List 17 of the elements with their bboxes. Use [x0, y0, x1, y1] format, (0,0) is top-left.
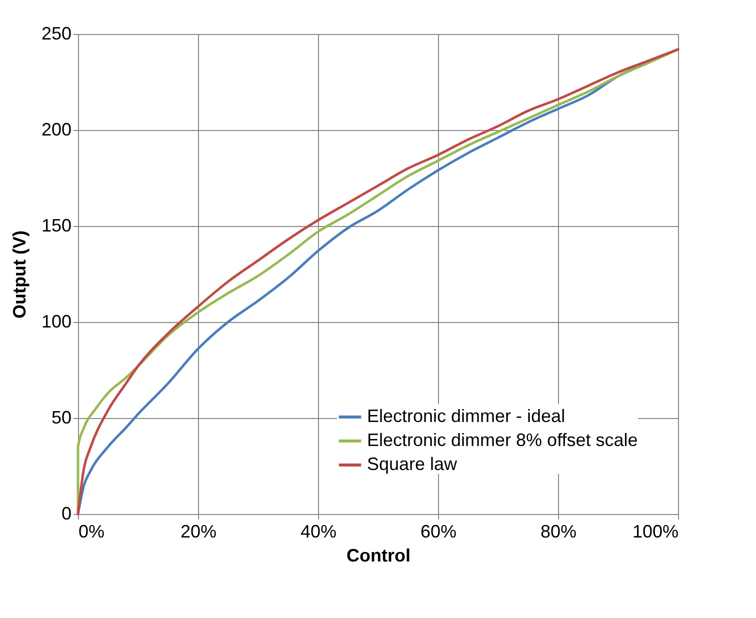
- y-tick-label: 150: [41, 216, 72, 236]
- y-tick-label: 200: [41, 120, 72, 140]
- y-tick-label: 100: [41, 312, 72, 332]
- x-tick-label: 40%: [300, 522, 337, 542]
- x-axis-title: Control: [346, 546, 410, 566]
- y-tick-label: 0: [61, 504, 72, 524]
- x-tick-label: 80%: [540, 522, 577, 542]
- legend-label: Electronic dimmer - ideal: [367, 406, 566, 426]
- x-tick-label: 100%: [632, 522, 678, 542]
- x-tick-label: 20%: [180, 522, 217, 542]
- y-tick-label: 50: [51, 408, 72, 428]
- legend-label: Square law: [367, 454, 458, 474]
- x-tick-label: 60%: [420, 522, 457, 542]
- x-tick-label: 0%: [78, 522, 105, 542]
- legend-label: Electronic dimmer 8% offset scale: [367, 430, 638, 450]
- y-tick-label: 250: [41, 24, 72, 44]
- y-axis-title: Output (V): [9, 230, 30, 318]
